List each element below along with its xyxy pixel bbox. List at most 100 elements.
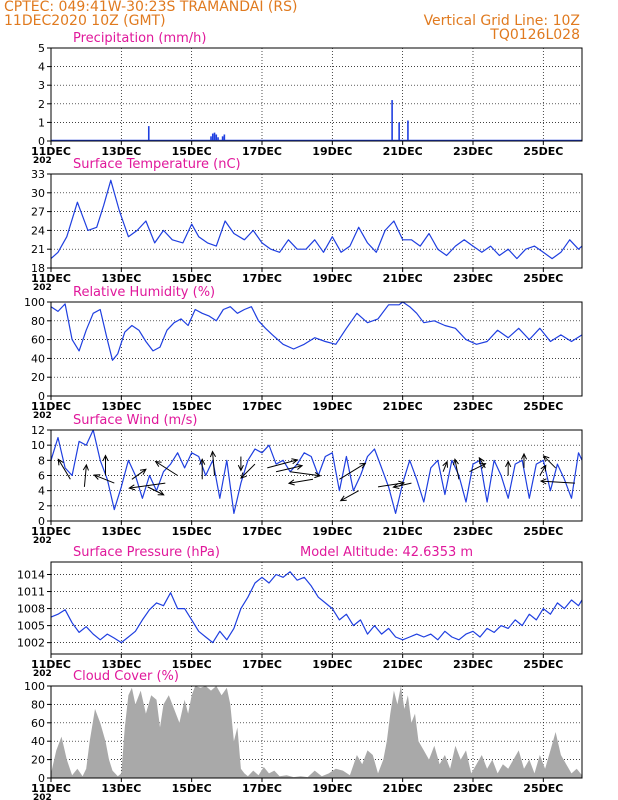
header-model-id: TQ0126L028 bbox=[490, 27, 580, 43]
precipitation-panel: 0 1 2 3 4 5 11DEC 13DEC 15DEC 17DEC 19DEC 21DEC 23DE… bbox=[31, 31, 583, 166]
precipitation-xtick-label: 15DEC bbox=[172, 145, 212, 158]
pressure-frame bbox=[50, 561, 583, 655]
humidity-ytick-label: 100 bbox=[24, 296, 45, 309]
wind-arrow bbox=[199, 458, 206, 480]
precipitation-year-fragment: 202 bbox=[33, 156, 52, 166]
precipitation-xtick-label: 23DEC bbox=[453, 145, 493, 158]
precipitation-xtick-label: 13DEC bbox=[101, 145, 141, 158]
wind-ytick-label: 2 bbox=[38, 500, 45, 513]
wind-arrow bbox=[339, 462, 367, 480]
wind-arrow bbox=[57, 458, 71, 480]
temperature-xtick-label: 25DEC bbox=[523, 272, 563, 285]
temperature-xtick-label: 11DEC bbox=[31, 272, 71, 285]
pressure-ytick-label: 1002 bbox=[17, 637, 45, 650]
pressure-title: Surface Pressure (hPa) bbox=[73, 545, 220, 560]
humidity-xtick-label: 13DEC bbox=[101, 400, 141, 413]
temperature-xtick-label: 17DEC bbox=[242, 272, 282, 285]
wind-ytick-label: 0 bbox=[38, 515, 45, 528]
wind-arrow bbox=[539, 464, 547, 476]
precipitation-ytick-label: 0 bbox=[38, 135, 45, 148]
wind-arrow bbox=[267, 458, 299, 469]
wind-arrow bbox=[128, 482, 166, 491]
wind-arrow bbox=[82, 463, 89, 487]
wind-ytick-label: 8 bbox=[38, 454, 45, 467]
precipitation-xtick-label: 19DEC bbox=[312, 145, 352, 158]
precip-bar bbox=[210, 136, 212, 141]
precipitation-xtick-label: 17DEC bbox=[242, 145, 282, 158]
temperature-xtick-label: 21DEC bbox=[383, 272, 423, 285]
pressure-ytick-label: 1014 bbox=[17, 568, 45, 581]
temperature-ytick-label: 18 bbox=[31, 262, 45, 275]
temperature-panel: 18 21 24 27 30 33 11DEC 13DEC 15DEC 17DEC 19DEC 21D… bbox=[31, 157, 583, 293]
temperature-title: Surface Temperature (nC) bbox=[73, 157, 241, 172]
cloud-cover-area bbox=[51, 686, 582, 778]
wind-year-fragment: 202 bbox=[33, 536, 52, 546]
pressure-xtick-label: 25DEC bbox=[523, 658, 563, 671]
wind-arrow bbox=[102, 454, 109, 476]
wind-arrow bbox=[237, 456, 244, 472]
wind-arrow bbox=[392, 482, 412, 489]
precip-bar bbox=[215, 134, 218, 141]
precipitation-title: Precipitation (mm/h) bbox=[73, 31, 206, 46]
humidity-xtick-label: 19DEC bbox=[312, 400, 352, 413]
pressure-ytick-label: 1011 bbox=[17, 586, 45, 599]
cloud-cover-xtick-label: 23DEC bbox=[453, 782, 493, 795]
wind-arrow bbox=[154, 460, 178, 476]
pressure-line bbox=[50, 571, 583, 644]
pressure-panel: 1002 1005 1008 1011 1014 11DEC 13DEC 15DEC 17DEC… bbox=[17, 545, 583, 679]
wind-arrow bbox=[542, 455, 556, 469]
precip-bar bbox=[391, 100, 393, 141]
wind-arrow bbox=[505, 460, 512, 476]
cloud-cover-ytick-label: 0 bbox=[38, 772, 45, 785]
cloud-cover-xtick-label: 19DEC bbox=[312, 782, 352, 795]
cloud-cover-frame bbox=[50, 685, 583, 779]
cloud-cover-title: Cloud Cover (%) bbox=[73, 669, 179, 684]
wind-xtick-label: 23DEC bbox=[453, 525, 493, 538]
wind-arrow bbox=[452, 458, 460, 480]
temperature-xtick-label: 15DEC bbox=[172, 272, 212, 285]
wind-arrow bbox=[275, 463, 304, 473]
cloud-cover-year-fragment: 202 bbox=[33, 793, 52, 800]
wind-arrow bbox=[539, 478, 575, 485]
pressure-xtick-label: 19DEC bbox=[312, 658, 352, 671]
wind-arrow bbox=[290, 471, 322, 479]
temperature-xtick-label: 23DEC bbox=[453, 272, 493, 285]
temperature-line bbox=[50, 179, 583, 260]
header-datetime: 11DEC2020 10Z (GMT) bbox=[4, 13, 166, 29]
humidity-xtick-label: 11DEC bbox=[31, 400, 71, 413]
humidity-xtick-label: 21DEC bbox=[383, 400, 423, 413]
humidity-xtick-label: 25DEC bbox=[523, 400, 563, 413]
pressure-xtick-label: 17DEC bbox=[242, 658, 282, 671]
pressure-ytick-label: 1008 bbox=[17, 603, 45, 616]
cloud-cover-xtick-label: 11DEC bbox=[31, 782, 71, 795]
model-altitude-note: Model Altitude: 42.6353 m bbox=[300, 545, 473, 560]
wind-xtick-label: 25DEC bbox=[523, 525, 563, 538]
precip-bar bbox=[147, 126, 150, 141]
wind-arrow bbox=[469, 463, 487, 473]
humidity-title: Relative Humidity (%) bbox=[73, 285, 215, 300]
wind-arrow bbox=[209, 450, 217, 476]
pressure-year-fragment: 202 bbox=[33, 669, 52, 679]
pressure-ytick-label: 1005 bbox=[17, 620, 45, 633]
humidity-xtick-label: 17DEC bbox=[242, 400, 282, 413]
wind-line bbox=[50, 429, 583, 514]
cloud-cover-xtick-label: 15DEC bbox=[172, 782, 212, 795]
precipitation-xtick-label: 25DEC bbox=[523, 145, 563, 158]
precipitation-xtick-label: 11DEC bbox=[31, 145, 71, 158]
cloud-cover-panel: 0 20 40 60 80 100 11DEC 13DEC 15DEC 17DEC 19DEC 21D… bbox=[24, 669, 583, 800]
temperature-ytick-label: 27 bbox=[31, 206, 45, 219]
humidity-ytick-label: 80 bbox=[31, 315, 45, 328]
temperature-frame bbox=[50, 173, 583, 269]
pressure-xtick-label: 13DEC bbox=[101, 658, 141, 671]
temperature-xtick-label: 13DEC bbox=[101, 272, 141, 285]
wind-ytick-label: 4 bbox=[38, 485, 45, 498]
cloud-cover-xtick-label: 17DEC bbox=[242, 782, 282, 795]
precipitation-ytick-label: 4 bbox=[38, 61, 45, 74]
precipitation-ytick-label: 1 bbox=[38, 116, 45, 129]
wind-arrow bbox=[131, 468, 147, 480]
cloud-cover-xtick-label: 25DEC bbox=[523, 782, 563, 795]
precip-bar bbox=[398, 122, 400, 141]
humidity-ytick-label: 40 bbox=[31, 352, 45, 365]
wind-arrow bbox=[240, 463, 256, 479]
